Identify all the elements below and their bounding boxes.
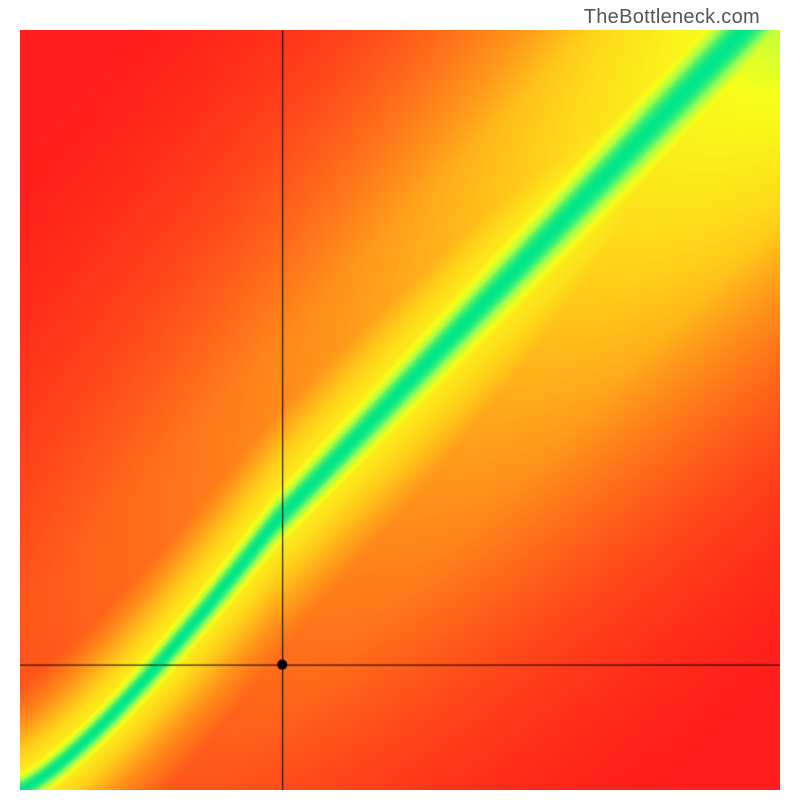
watermark-text: TheBottleneck.com [584,6,760,29]
bottleneck-heatmap [20,30,780,790]
chart-container: TheBottleneck.com [0,0,800,800]
